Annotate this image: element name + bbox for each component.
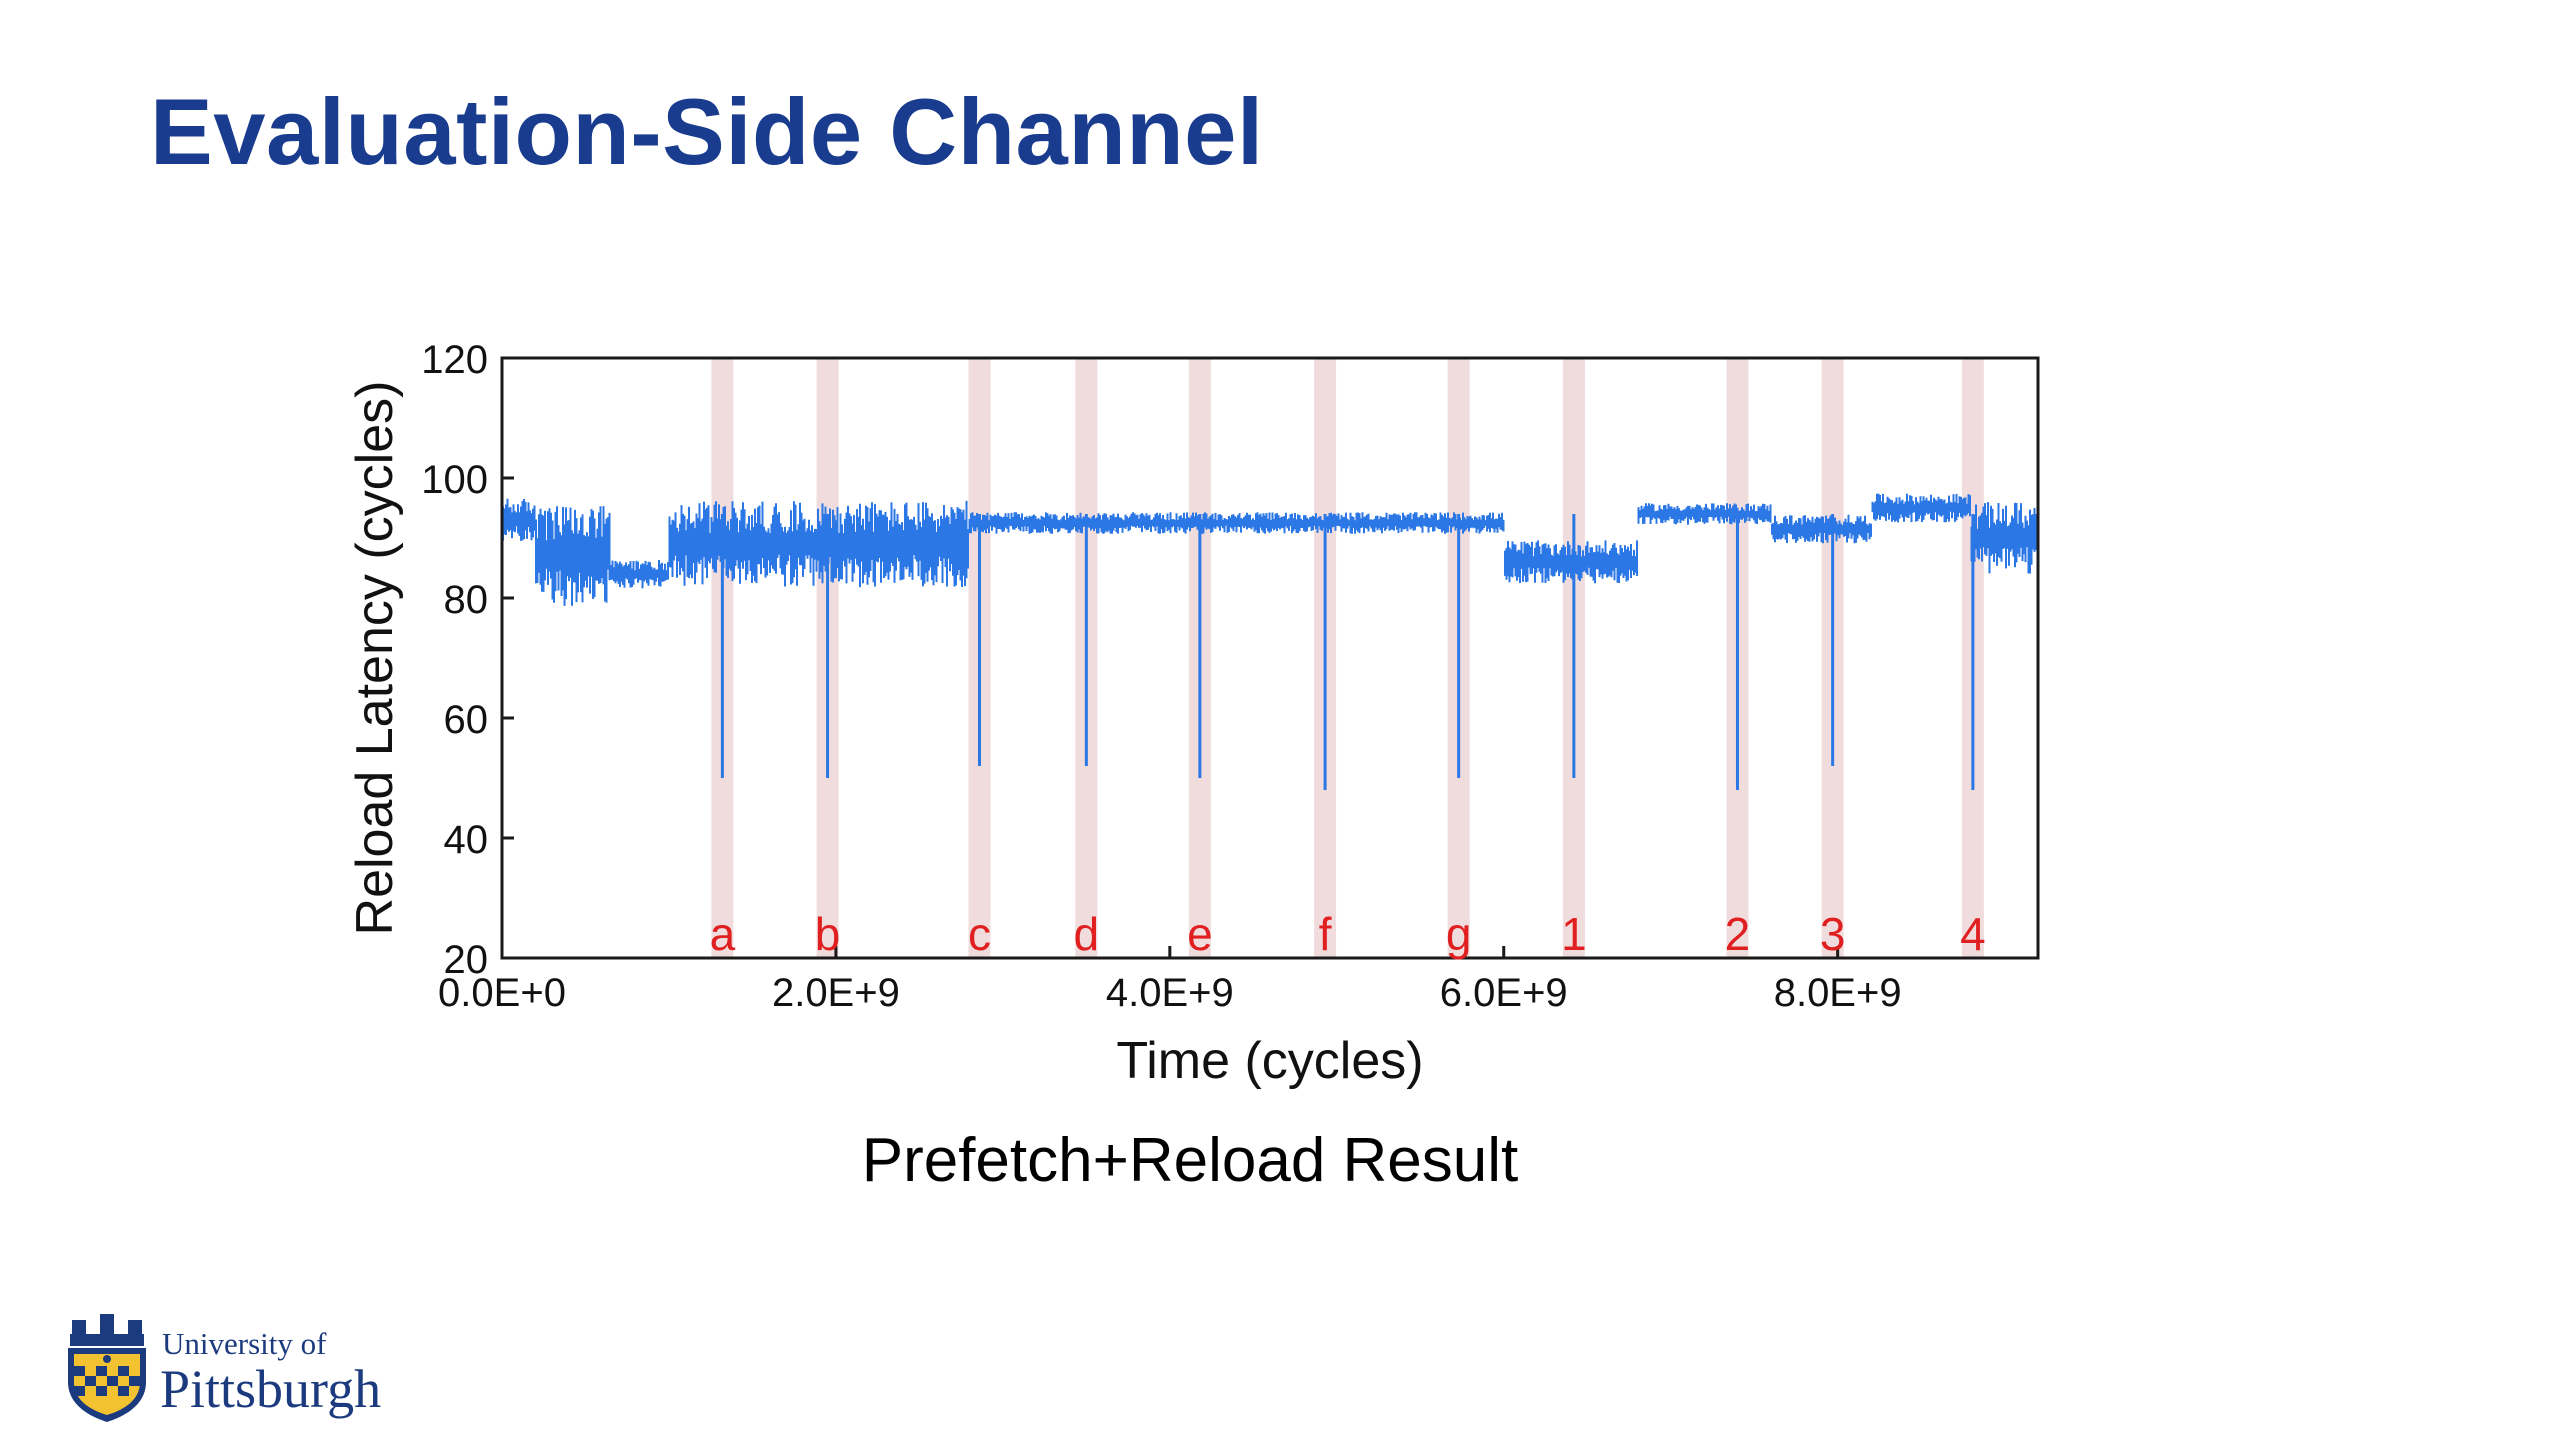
event-label-e: e xyxy=(1187,908,1213,960)
event-label-4: 4 xyxy=(1960,908,1986,960)
x-tick-label: 0.0E+0 xyxy=(438,971,566,1015)
x-axis-label: Time (cycles) xyxy=(1116,1032,1423,1090)
logo-line-2: Pittsburgh xyxy=(160,1359,382,1419)
x-axis: 0.0E+0 2.0E+9 4.0E+9 6.0E+9 8.0E+9 xyxy=(438,946,1902,1015)
logo-line-1: University of xyxy=(162,1326,327,1361)
event-bands xyxy=(711,358,1984,958)
y-axis: 20 40 60 80 100 120 xyxy=(421,338,514,982)
y-tick-label: 100 xyxy=(421,458,488,502)
y-tick-label: 80 xyxy=(444,578,489,622)
x-tick-label: 4.0E+9 xyxy=(1106,971,1234,1015)
event-label-a: a xyxy=(710,908,736,960)
event-label-1: 1 xyxy=(1561,908,1587,960)
event-label-3: 3 xyxy=(1820,908,1846,960)
y-tick-label: 40 xyxy=(444,818,489,862)
event-label-g: g xyxy=(1446,908,1472,960)
y-tick-label: 60 xyxy=(444,698,489,742)
university-logo: University of Pittsburgh xyxy=(62,1312,422,1430)
plot-frame xyxy=(500,356,2040,960)
figure-caption: Prefetch+Reload Result xyxy=(861,1126,1519,1195)
university-crest-icon xyxy=(68,1314,146,1422)
x-tick-label: 8.0E+9 xyxy=(1774,971,1902,1015)
x-tick-label: 6.0E+9 xyxy=(1440,971,1568,1015)
y-tick-label: 20 xyxy=(444,938,489,982)
event-label-d: d xyxy=(1074,908,1100,960)
x-tick-label: 2.0E+9 xyxy=(772,971,900,1015)
slide-title: Evaluation-Side Channel xyxy=(150,79,1264,184)
y-axis-label: Reload Latency (cycles) xyxy=(346,381,404,936)
event-labels: a b c d e f g 1 2 3 4 xyxy=(710,908,1986,960)
event-label-f: f xyxy=(1319,908,1332,960)
event-label-2: 2 xyxy=(1725,908,1751,960)
y-tick-label: 120 xyxy=(421,338,488,382)
event-label-b: b xyxy=(815,908,841,960)
event-label-c: c xyxy=(968,908,991,960)
